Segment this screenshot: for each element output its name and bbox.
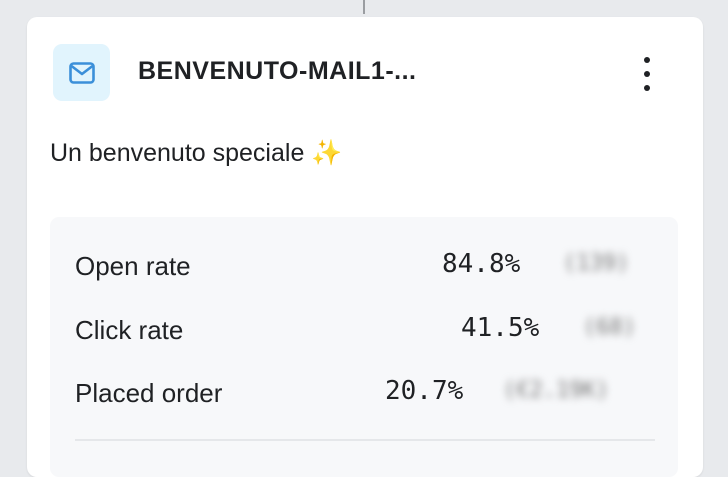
stat-label: Click rate (75, 315, 184, 345)
stat-count: (68) (583, 315, 636, 340)
stats-panel: Open rate 84.8% (139) Click rate 41.5% (… (50, 217, 678, 477)
stat-row-open-rate: Open rate 84.8% (139) (75, 247, 655, 287)
mail-icon-box (53, 44, 110, 101)
mail-icon (68, 61, 95, 84)
campaign-title[interactable]: BENVENUTO-MAIL1-... (138, 57, 417, 85)
stat-row-placed-order: Placed order 20.7% (€2.19K) (75, 374, 655, 414)
stat-count: (139) (563, 251, 630, 276)
stat-count: (€2.19K) (503, 378, 609, 403)
kebab-menu-icon[interactable] (637, 57, 657, 91)
stat-label: Open rate (75, 251, 191, 281)
stat-value: 20.7% (385, 376, 464, 406)
stat-value: 84.8% (442, 249, 521, 279)
stat-value: 41.5% (461, 313, 540, 343)
stat-row-click-rate: Click rate 41.5% (68) (75, 311, 655, 351)
stats-divider (75, 439, 655, 441)
stat-label: Placed order (75, 378, 223, 408)
campaign-subtitle: Un benvenuto speciale ✨ (50, 139, 343, 167)
divider-line (363, 0, 365, 14)
campaign-card[interactable]: BENVENUTO-MAIL1-... Un benvenuto special… (27, 17, 703, 477)
